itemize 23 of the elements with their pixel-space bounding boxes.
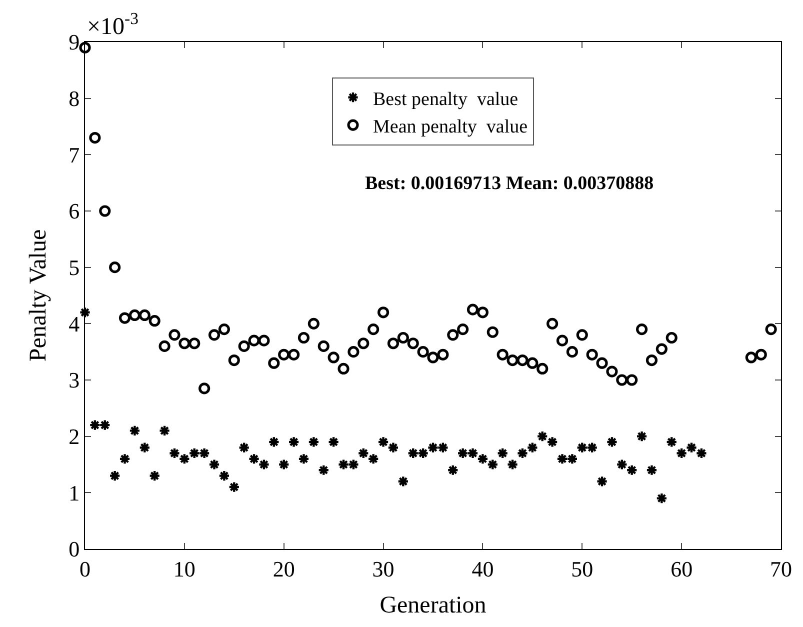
y-tick-label: 5 — [68, 255, 80, 280]
y-tick-label: 7 — [68, 142, 80, 168]
y-tick-label: 1 — [68, 480, 80, 506]
y-tick-label: 9 — [68, 30, 80, 55]
y-tick-label: 6 — [68, 198, 80, 224]
y-tick-label: 0 — [68, 536, 80, 562]
y-tick-label: 3 — [68, 368, 80, 393]
y-axis-title: Penalty Value — [26, 229, 52, 362]
x-tick-label: 50 — [571, 556, 594, 582]
x-tick-label: 10 — [173, 556, 196, 582]
annotation: Best: 0.00169713 Mean: 0.00370888 — [365, 173, 654, 194]
x-tick-label: 20 — [272, 556, 295, 582]
legend-label: Best penalty value — [373, 88, 518, 110]
x-axis-title: Generation — [380, 592, 486, 619]
x-tick-label: 70 — [770, 556, 792, 582]
x-tick-label: 60 — [670, 556, 693, 582]
y-tick-label: 2 — [68, 424, 80, 450]
x-tick-label: 30 — [372, 556, 394, 582]
text: ×10$^{-3}$ — [87, 9, 139, 40]
legend-label: Mean penalty value — [373, 116, 528, 138]
y-tick-label: 4 — [68, 311, 80, 336]
x-tick-label: 40 — [472, 556, 494, 582]
y-tick-label: 8 — [68, 86, 80, 112]
